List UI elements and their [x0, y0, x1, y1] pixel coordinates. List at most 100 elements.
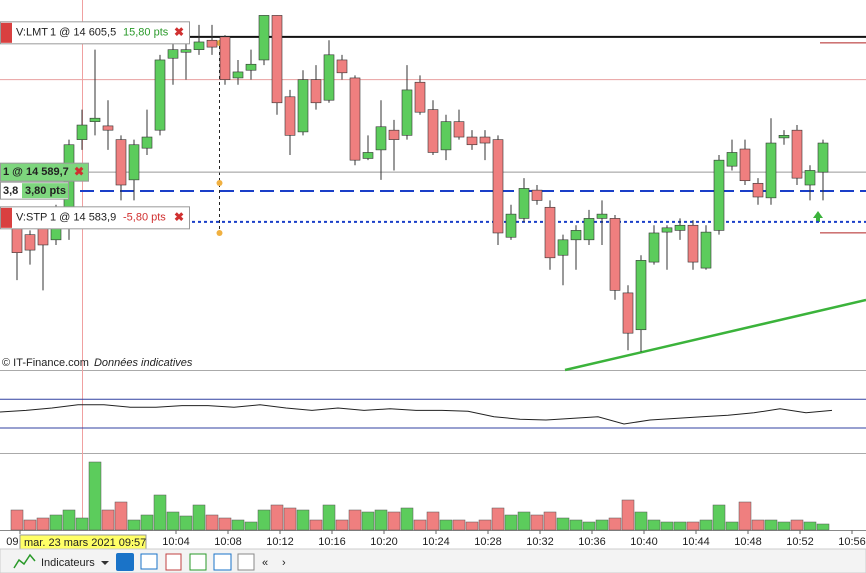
candle-body	[570, 230, 582, 241]
candle-body	[583, 218, 595, 241]
share-icon[interactable]	[116, 553, 134, 571]
x-tick-label: 10:28	[474, 536, 502, 548]
volume-bar	[738, 501, 752, 531]
watermark-note: Données indicatives	[94, 357, 193, 369]
volume-bar	[166, 511, 180, 531]
trend-line	[564, 298, 866, 372]
candle-body	[258, 15, 270, 61]
candle-body	[232, 71, 244, 79]
x-tick-label: 10:08	[214, 536, 242, 548]
volume-bar	[517, 511, 531, 531]
candle-body	[622, 292, 634, 334]
volume-bar	[777, 521, 791, 531]
volume-bar	[101, 509, 115, 531]
x-tick-label: 10:52	[786, 536, 814, 548]
candle-body	[453, 121, 465, 138]
candle-body	[700, 231, 712, 269]
volume-bar	[647, 519, 661, 531]
candle-body	[362, 152, 374, 159]
candle-body	[531, 189, 543, 201]
candle-body	[817, 142, 829, 173]
order-price: 1 @ 14 605,5	[50, 27, 116, 39]
volume-bar	[361, 511, 375, 531]
candle-body	[804, 170, 816, 186]
candle-body	[414, 81, 426, 113]
order-type: V:LMT	[16, 27, 48, 39]
entry-price: 1 @ 14 589,7	[3, 166, 69, 178]
candle-body	[128, 144, 140, 181]
dropdown-icon[interactable]	[101, 561, 109, 565]
candle-body	[310, 79, 322, 104]
volume-bar	[127, 519, 141, 531]
scroll-right[interactable]: ›	[282, 557, 286, 569]
order-dot	[216, 230, 223, 236]
candle-body	[505, 213, 517, 238]
candle-body	[206, 39, 218, 48]
volume-bar	[634, 511, 648, 531]
comment-icon[interactable]	[140, 553, 158, 570]
volume-bar	[10, 509, 24, 531]
x-tick-label: 10:56	[838, 536, 866, 548]
volume-bar	[543, 511, 557, 531]
volume-bar	[569, 519, 583, 531]
x-tick-label: 10:44	[682, 536, 710, 548]
scroll-left[interactable]: «	[262, 557, 268, 569]
candles-layer: V:LMT 1 @ 14 605,5 15,80 pts ✖V:STP 1 @ 14 5…	[0, 15, 866, 531]
volume-bar	[140, 514, 154, 531]
candle-body	[596, 213, 608, 219]
x-tick-label: 10:12	[266, 536, 294, 548]
candle-body	[76, 124, 88, 140]
tool-icon[interactable]	[237, 553, 255, 571]
candle-body	[349, 77, 361, 161]
order-delete[interactable]: ✖	[174, 210, 184, 224]
date-tooltip: mar. 23 mars 2021 09:57	[24, 537, 146, 549]
x-tick-label: 10:32	[526, 536, 554, 548]
order-pts: 15,80 pts	[123, 27, 169, 39]
volume-bar	[88, 461, 102, 531]
candle-body	[791, 129, 803, 179]
candle-body	[11, 227, 23, 253]
volume-bar	[439, 519, 453, 531]
volume-bar	[387, 511, 401, 531]
arrow-icon	[813, 211, 823, 222]
candle-body	[89, 117, 101, 122]
indicators-button[interactable]: Indicateurs	[41, 557, 95, 569]
volume-bar	[296, 509, 310, 531]
candle-body	[687, 224, 699, 263]
volume-bar	[270, 504, 284, 531]
volume-bar	[114, 501, 128, 531]
compare-icon[interactable]	[189, 553, 207, 571]
candle-body	[388, 129, 400, 140]
candle-body	[440, 121, 452, 151]
volume-bar	[621, 499, 635, 531]
x-tick-label: 10:48	[734, 536, 762, 548]
gain-pts: 3,80 pts	[25, 185, 66, 197]
volume-bar	[374, 509, 388, 531]
time-axis: 09:5210:0410:0810:1210:1610:2010:2410:28…	[6, 530, 866, 548]
candle-body	[193, 41, 205, 50]
candle-body	[141, 136, 153, 149]
volume-bar	[660, 521, 674, 531]
chart-icon[interactable]	[213, 553, 232, 571]
candle-body	[284, 96, 296, 136]
order-icon	[1, 22, 12, 43]
volume-bar	[556, 517, 570, 531]
order-delete[interactable]: ✖	[174, 25, 184, 39]
volume-bar	[179, 515, 193, 531]
volume-bar	[413, 519, 427, 531]
order-icon	[1, 207, 12, 228]
candle-body	[167, 49, 179, 59]
indicator-icon[interactable]	[13, 553, 36, 569]
volume-bar	[62, 509, 76, 531]
oscillator-line	[0, 404, 833, 425]
candle-body	[479, 136, 491, 144]
volume-bar	[23, 519, 37, 531]
candle-body	[245, 63, 257, 71]
volume-bar	[309, 519, 323, 531]
candle-body	[752, 182, 764, 198]
entry-delete: ✖	[74, 164, 84, 178]
order-box	[0, 206, 190, 230]
x-tick-label: 10:24	[422, 536, 450, 548]
calc-icon[interactable]	[165, 553, 182, 571]
